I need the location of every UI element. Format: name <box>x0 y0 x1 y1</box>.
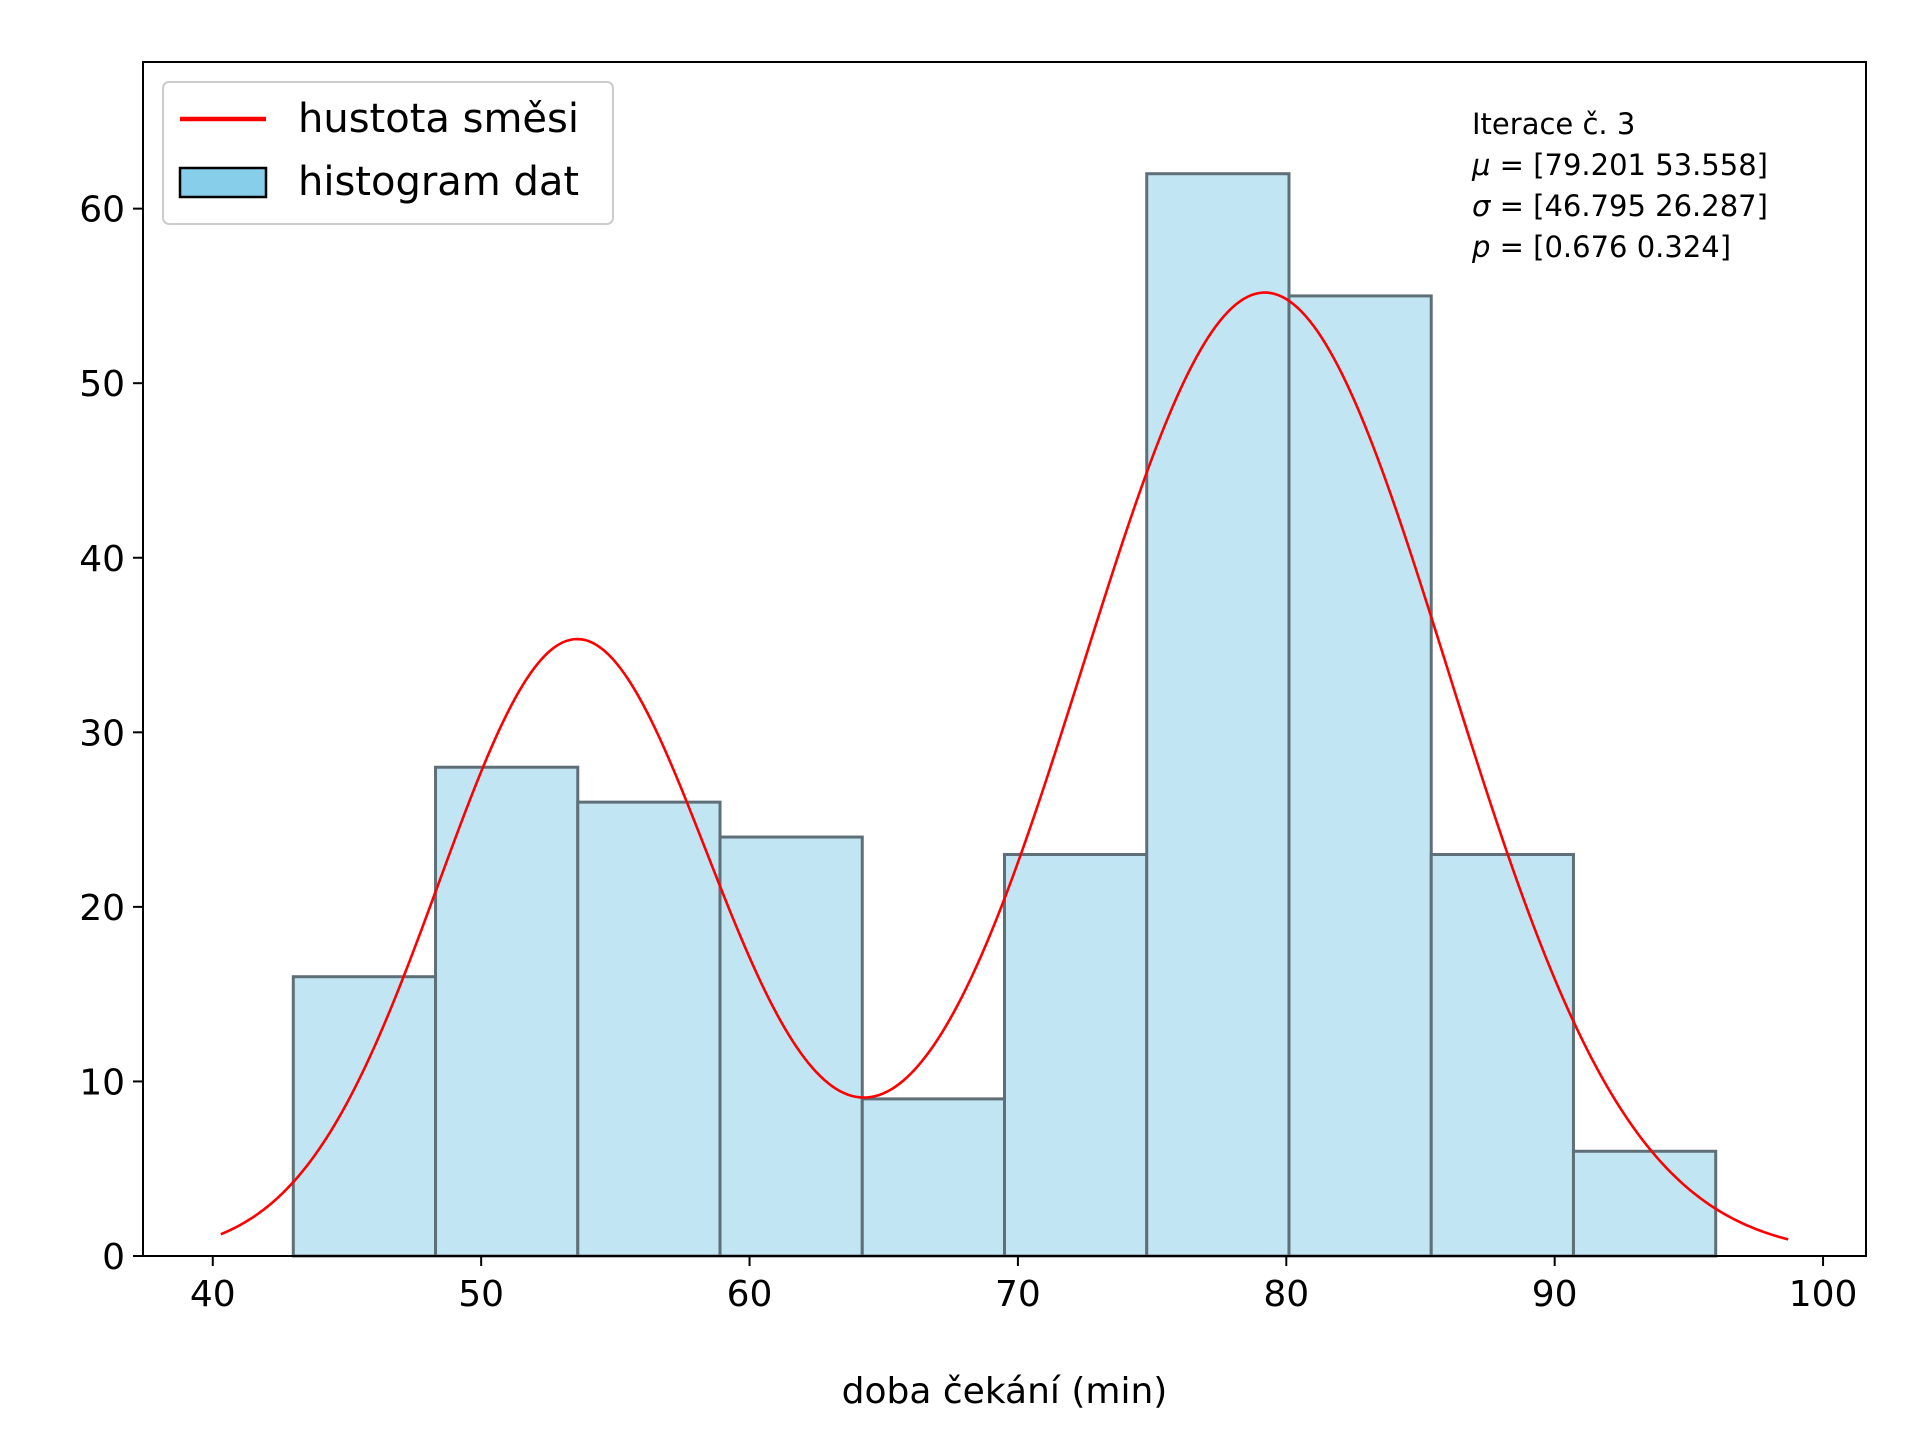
x-tick-label: 100 <box>1789 1274 1858 1315</box>
histogram-bar <box>1571 1149 1718 1258</box>
annotation-value: = [79.201 53.558] <box>1490 148 1768 182</box>
histogram-bar <box>1287 294 1433 1258</box>
y-axis-ticks: 0 10 20 30 40 50 60 <box>79 190 143 1278</box>
iteration-annotation: Iterace č. 3 μ = [79.201 53.558] σ = [46.7… <box>1471 107 1768 264</box>
x-tick-label: 50 <box>458 1274 504 1315</box>
annotation-value: Iterace č. 3 <box>1472 107 1635 141</box>
x-tick-label: 90 <box>1532 1274 1578 1315</box>
x-tick-label: 80 <box>1263 1274 1309 1315</box>
annotation-symbol: μ <box>1471 148 1490 182</box>
histogram-bar <box>291 975 438 1258</box>
legend-label-histogram: histogram dat <box>298 159 579 205</box>
x-tick-label: 70 <box>995 1274 1041 1315</box>
annotation-value: = [46.795 26.287] <box>1490 189 1768 223</box>
x-tick-label: 60 <box>727 1274 773 1315</box>
legend-patch-swatch <box>178 166 268 199</box>
y-tick-label: 20 <box>79 888 125 929</box>
histogram-bar <box>718 835 864 1258</box>
annotation-line: μ = [79.201 53.558] <box>1471 148 1768 182</box>
annotation-value: = [0.676 0.324] <box>1490 230 1731 264</box>
histogram-bars <box>291 172 1718 1258</box>
annotation-line: p = [0.676 0.324] <box>1471 230 1731 264</box>
annotation-symbol: p <box>1471 230 1490 264</box>
histogram-bar <box>434 765 580 1258</box>
y-tick-label: 60 <box>79 190 125 231</box>
histogram-bar <box>576 800 722 1258</box>
y-tick-label: 30 <box>79 713 125 754</box>
annotation-line: σ = [46.795 26.287] <box>1472 189 1768 223</box>
x-tick-label: 40 <box>190 1274 236 1315</box>
axes-frame <box>142 61 1867 1257</box>
histogram-bar <box>1003 853 1149 1258</box>
x-axis-label: doba čekání (min) <box>842 1371 1168 1412</box>
y-tick-label: 10 <box>79 1062 125 1103</box>
histogram-bar <box>860 1097 1006 1258</box>
histogram-bar <box>1429 853 1575 1258</box>
legend-box <box>162 81 614 225</box>
legend-label-density: hustota směsi <box>298 96 579 142</box>
legend: hustota směsi histogram dat <box>162 81 614 225</box>
annotation-line: Iterace č. 3 <box>1472 107 1635 141</box>
y-tick-label: 40 <box>79 539 125 580</box>
y-tick-label: 50 <box>79 364 125 405</box>
x-axis-ticks: 40 50 60 70 80 90 100 <box>190 1256 1858 1315</box>
y-tick-label: 0 <box>102 1237 125 1278</box>
density-line <box>220 291 1789 1241</box>
histogram-bar <box>1145 172 1291 1258</box>
annotation-symbol: σ <box>1472 189 1492 223</box>
